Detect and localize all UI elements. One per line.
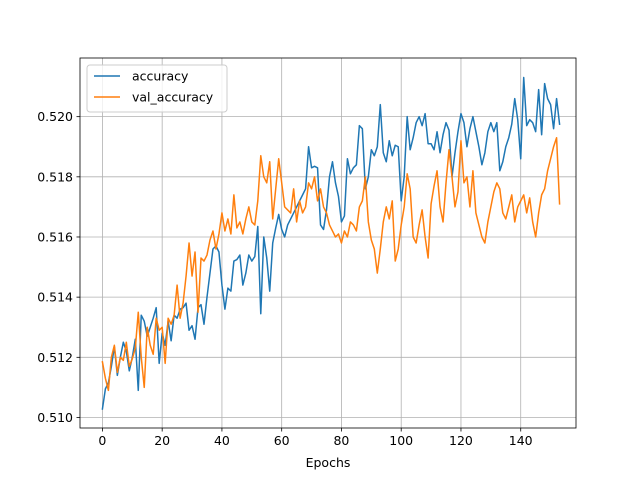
y-tick-label: 0.518 xyxy=(37,169,73,184)
plot-frame xyxy=(79,57,577,429)
x-tick-label: 80 xyxy=(333,433,349,448)
series-line-val-accuracy xyxy=(101,136,561,392)
x-tick-label: 140 xyxy=(509,433,533,448)
legend-box xyxy=(86,64,228,113)
x-tick-label: 0 xyxy=(98,433,106,448)
x-tick-label: 40 xyxy=(214,433,230,448)
plot-area xyxy=(80,58,576,428)
legend-label-accuracy: accuracy xyxy=(132,69,189,84)
series-layer xyxy=(101,76,561,410)
x-tick-label: 120 xyxy=(449,433,473,448)
grid-layer xyxy=(80,58,576,428)
y-tick-label: 0.514 xyxy=(37,290,73,305)
y-tick-label: 0.510 xyxy=(37,410,73,425)
x-tick-label: 60 xyxy=(274,433,290,448)
tick-layer: 0 20 40 60 80 100 120 140 0.510 0.512 0.514 0.516 0.… xyxy=(37,109,532,448)
y-tick-label: 0.520 xyxy=(37,109,73,124)
x-tick-label: 20 xyxy=(154,433,170,448)
series-line-accuracy xyxy=(101,76,561,410)
y-tick-label: 0.512 xyxy=(37,350,73,365)
x-tick-label: 100 xyxy=(389,433,413,448)
x-axis-label: Epochs xyxy=(306,455,351,470)
y-tick-label: 0.516 xyxy=(37,229,73,244)
legend-label-val-accuracy: val_accuracy xyxy=(132,90,214,105)
legend: accuracy val_accuracy xyxy=(86,64,228,113)
